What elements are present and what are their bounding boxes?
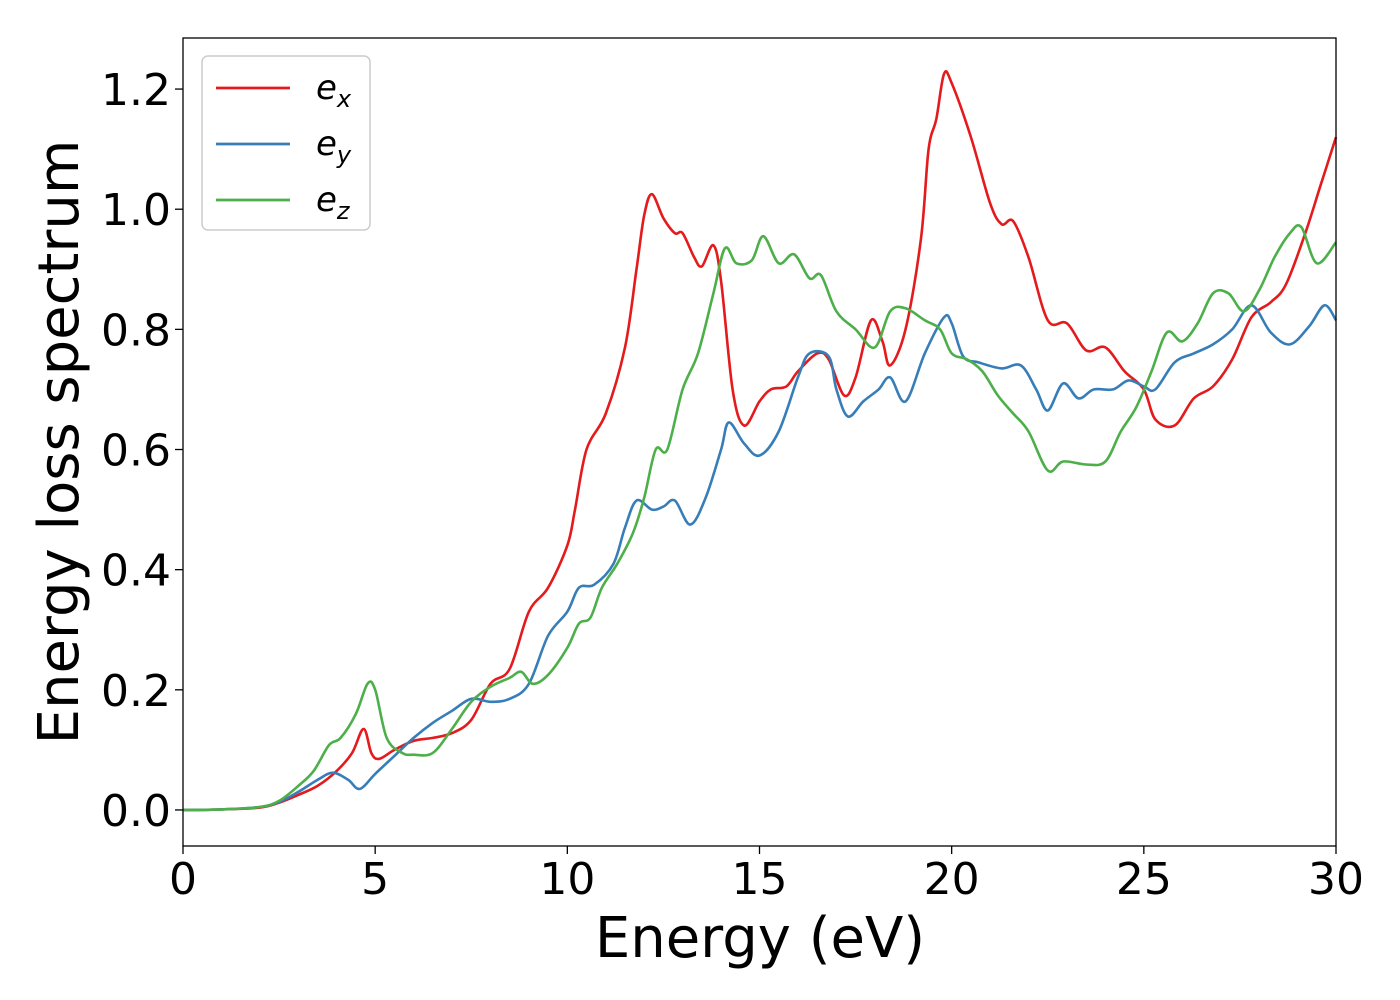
y-tick-label: 0.0 bbox=[101, 786, 171, 837]
series-layer bbox=[182, 70, 1338, 812]
x-axis-title: Energy (eV) bbox=[595, 906, 925, 971]
y-axis: 0.0 0.2 0.4 0.6 0.8 1.0 1.2 bbox=[101, 65, 183, 837]
series-line-e-z bbox=[182, 224, 1338, 812]
x-tick-label: 10 bbox=[539, 854, 595, 905]
x-tick-label: 30 bbox=[1308, 854, 1364, 905]
series-line-e-x bbox=[182, 70, 1338, 812]
y-tick-label: 0.6 bbox=[101, 426, 171, 477]
legend-label: ex bbox=[316, 68, 352, 113]
legend-label: ez bbox=[316, 180, 351, 225]
x-axis: 0 5 10 15 20 25 30 bbox=[169, 846, 1364, 905]
y-axis-title: Energy loss spectrum bbox=[27, 140, 92, 745]
legend-label: ey bbox=[316, 124, 352, 169]
y-tick-label: 1.2 bbox=[101, 65, 171, 116]
x-tick-label: 25 bbox=[1116, 854, 1172, 905]
y-tick-label: 0.2 bbox=[101, 666, 171, 717]
x-tick-label: 5 bbox=[361, 854, 389, 905]
x-tick-label: 15 bbox=[732, 854, 788, 905]
x-tick-label: 20 bbox=[924, 854, 980, 905]
series-line-e-y bbox=[182, 304, 1338, 812]
plot-area bbox=[183, 38, 1336, 846]
legend: ex ey ez bbox=[201, 55, 371, 231]
y-tick-label: 0.4 bbox=[101, 546, 171, 597]
y-tick-label: 0.8 bbox=[101, 305, 171, 356]
y-tick-label: 1.0 bbox=[101, 185, 171, 236]
x-tick-label: 0 bbox=[169, 854, 197, 905]
